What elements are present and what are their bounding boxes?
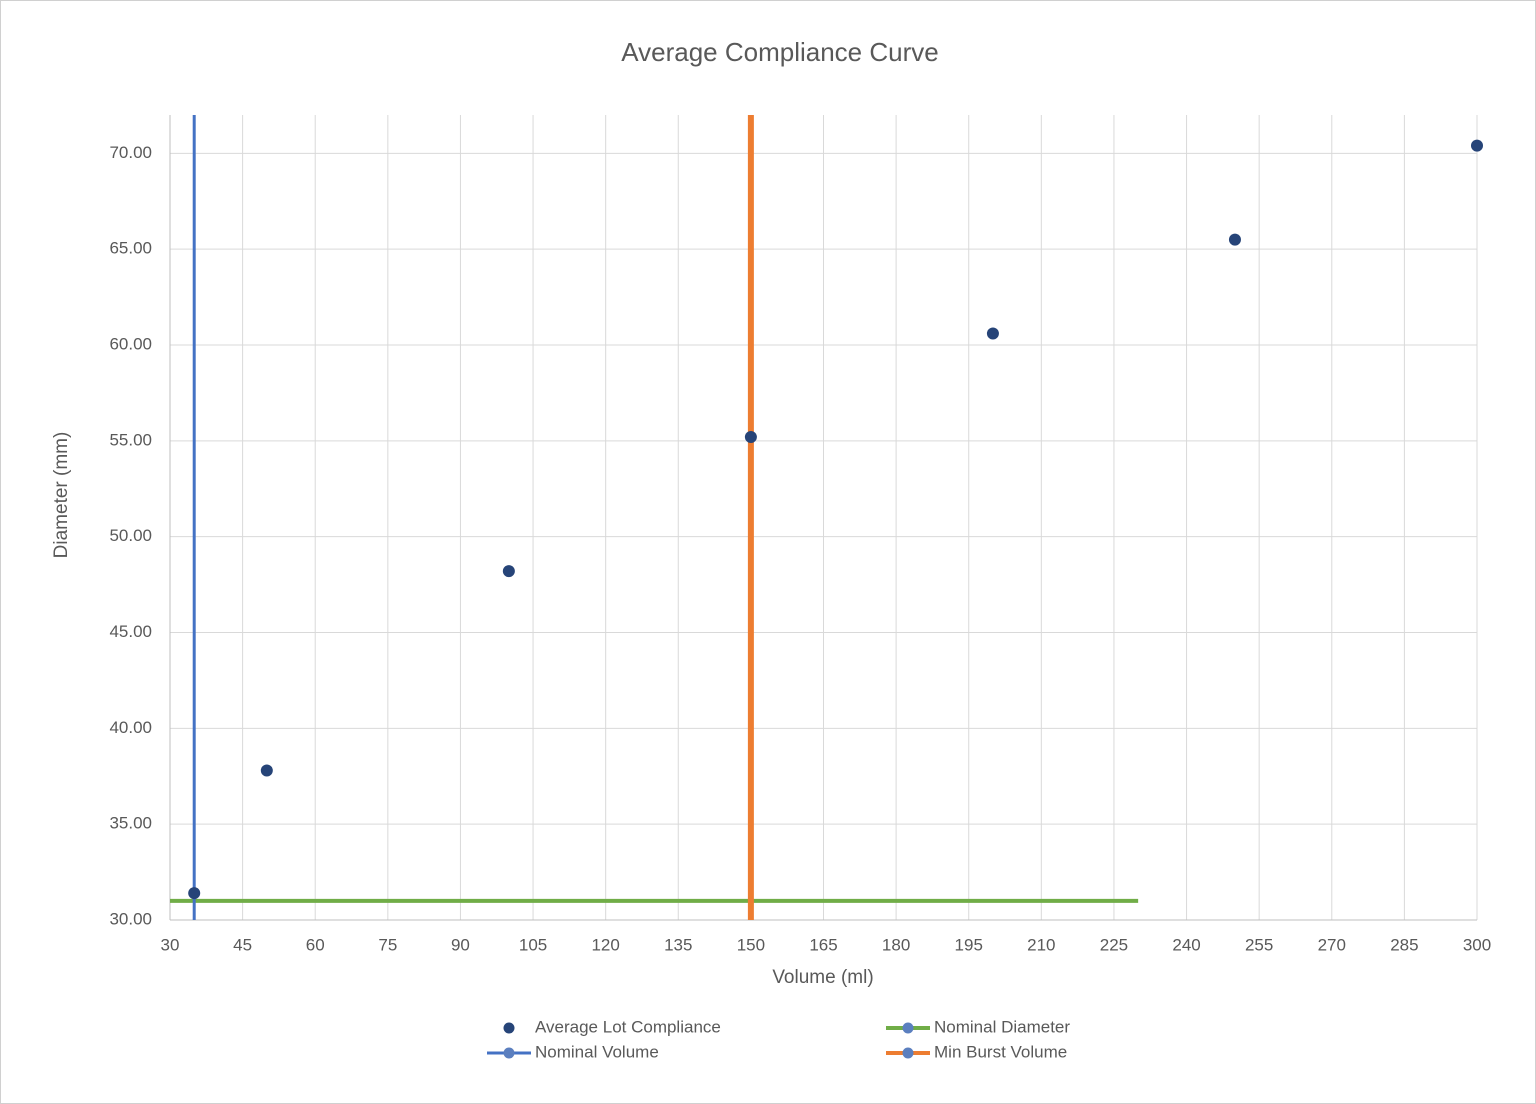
y-tick-label: 65.00 (109, 239, 152, 258)
y-tick-label: 60.00 (109, 334, 152, 353)
y-tick-label: 55.00 (109, 430, 152, 449)
legend-marker (902, 1047, 914, 1059)
x-tick-label: 120 (591, 935, 619, 954)
x-tick-label: 105 (519, 935, 547, 954)
y-tick-label: 35.00 (109, 814, 152, 833)
x-tick-label: 165 (809, 935, 837, 954)
data-point (188, 887, 201, 900)
data-point (1471, 139, 1483, 152)
legend-label: Average Lot Compliance (535, 1017, 721, 1036)
x-tick-label: 285 (1390, 935, 1418, 954)
x-tick-label: 150 (737, 935, 765, 954)
legend-label: Min Burst Volume (934, 1042, 1067, 1061)
data-point (502, 565, 515, 578)
y-tick-label: 30.00 (109, 909, 152, 928)
y-tick-label: 45.00 (109, 622, 152, 641)
data-point (986, 327, 999, 340)
data-point (1228, 233, 1241, 246)
data-point (260, 764, 273, 777)
x-tick-label: 30 (161, 935, 180, 954)
x-tick-label: 300 (1463, 935, 1491, 954)
y-axis-title: Diameter (mm) (51, 432, 72, 559)
chart-title: Average Compliance Curve (621, 37, 938, 67)
legend-marker (503, 1047, 515, 1059)
y-tick-label: 50.00 (109, 526, 152, 545)
x-tick-label: 255 (1245, 935, 1273, 954)
y-tick-label: 70.00 (109, 143, 152, 162)
x-tick-label: 60 (306, 935, 325, 954)
x-tick-label: 240 (1172, 935, 1200, 954)
x-tick-label: 135 (664, 935, 692, 954)
legend-label: Nominal Diameter (934, 1017, 1070, 1036)
x-axis-title: Volume (ml) (772, 967, 873, 988)
data-point (744, 431, 757, 443)
x-tick-label: 210 (1027, 935, 1055, 954)
legend-label: Nominal Volume (535, 1042, 659, 1061)
x-tick-label: 270 (1318, 935, 1346, 954)
x-tick-label: 180 (882, 935, 910, 954)
x-tick-label: 195 (955, 935, 983, 954)
x-tick-label: 90 (451, 935, 470, 954)
x-tick-label: 75 (378, 935, 397, 954)
x-tick-label: 45 (233, 935, 252, 954)
legend-marker (503, 1022, 515, 1034)
x-tick-label: 225 (1100, 935, 1128, 954)
y-tick-label: 40.00 (109, 718, 152, 737)
legend-marker (902, 1022, 914, 1034)
